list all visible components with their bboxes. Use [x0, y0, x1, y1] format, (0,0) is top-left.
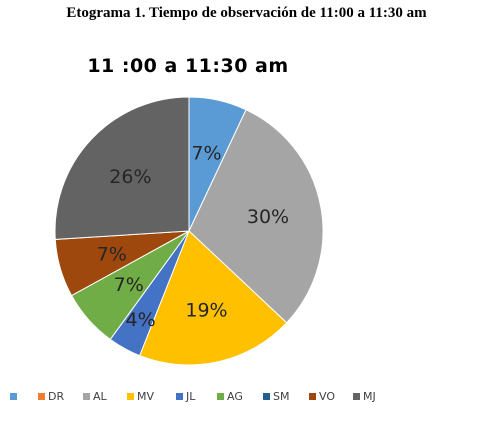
- pie-slice-al: [188, 109, 324, 324]
- legend-swatch-dr: [38, 393, 45, 400]
- legend-swatch-unnamed: [10, 393, 17, 400]
- legend-label-al: AL: [93, 390, 108, 403]
- legend-label-mv: MV: [137, 390, 154, 403]
- pie-slice-mv: [139, 230, 288, 366]
- legend-swatch-mj: [353, 393, 360, 400]
- legend-swatch-ag: [217, 393, 224, 400]
- slice-label-ag: 7%: [114, 274, 144, 296]
- legend-swatch-sm: [263, 393, 270, 400]
- pie-labels: 7% 30% 19% 4% 7% 7% 26%: [97, 143, 289, 332]
- slice-label-mj: 26%: [109, 166, 151, 188]
- legend-label-ag: AG: [227, 390, 243, 403]
- pie-slices: [54, 96, 324, 366]
- legend-swatch-al: [83, 393, 90, 400]
- slice-label-vo: 7%: [97, 243, 127, 265]
- legend-swatch-jl: [176, 393, 183, 400]
- legend-label-vo: VO: [319, 390, 335, 403]
- legend-label-sm: SM: [273, 390, 289, 403]
- legend-swatch-mv: [127, 393, 134, 400]
- legend: DR AL MV JL AG SM VO MJ: [10, 390, 376, 403]
- chart-title: 11 :00 a 11:30 am: [87, 55, 288, 77]
- pie-slice-mj: [54, 96, 190, 240]
- slice-label-jl: 4%: [126, 309, 156, 331]
- slice-label-mv: 19%: [185, 300, 227, 322]
- figure-caption: Etograma 1. Tiempo de observación de 11:…: [66, 5, 427, 21]
- slice-label-al: 30%: [247, 206, 289, 228]
- legend-label-jl: JL: [185, 390, 196, 403]
- slice-label-unnamed: 7%: [191, 143, 221, 165]
- legend-label-mj: MJ: [363, 390, 376, 403]
- legend-label-dr: DR: [48, 390, 64, 403]
- legend-swatch-vo: [309, 393, 316, 400]
